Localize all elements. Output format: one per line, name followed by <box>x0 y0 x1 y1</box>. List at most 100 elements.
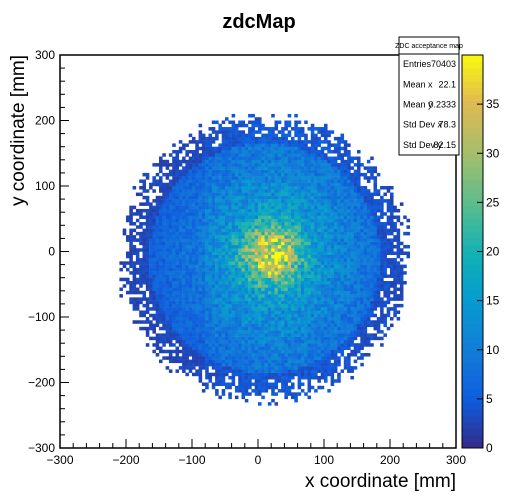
heatmap-cell <box>343 323 348 328</box>
heatmap-cell <box>145 241 150 246</box>
heatmap-cell <box>287 228 292 233</box>
heatmap-cell <box>284 369 288 373</box>
heatmap-cell <box>310 297 315 301</box>
heatmap-cell <box>248 320 252 324</box>
heatmap-cell <box>178 251 183 256</box>
heatmap-cell <box>198 349 203 354</box>
heatmap-cell <box>304 280 308 285</box>
heatmap-cell <box>218 251 222 256</box>
heatmap-cell <box>271 307 275 311</box>
heatmap-cell <box>271 130 275 134</box>
heatmap-cell <box>182 218 186 223</box>
heatmap-cell <box>320 189 325 193</box>
heatmap-cell <box>192 228 196 233</box>
heatmap-cell <box>198 156 203 161</box>
heatmap-cell <box>155 228 160 233</box>
heatmap-cell <box>347 218 351 223</box>
heatmap-cell <box>231 297 236 301</box>
heatmap-cell <box>304 375 308 380</box>
heatmap-cell <box>347 369 351 373</box>
heatmap-cell <box>155 264 160 269</box>
heatmap-cell <box>178 343 183 347</box>
heatmap-cell <box>228 359 232 364</box>
heatmap-cell <box>330 244 335 249</box>
heatmap-cell <box>353 287 358 292</box>
heatmap-cell <box>218 192 222 197</box>
heatmap-cell <box>314 159 318 164</box>
heatmap-cell <box>208 313 213 318</box>
heatmap-cell <box>195 228 199 233</box>
heatmap-cell <box>330 218 335 223</box>
heatmap-cell <box>198 179 203 183</box>
heatmap-cell <box>294 267 298 272</box>
heatmap-cell <box>264 356 269 360</box>
heatmap-cell <box>347 353 351 357</box>
heatmap-cell <box>162 303 166 308</box>
heatmap-cell <box>284 307 288 311</box>
heatmap-cell <box>165 186 170 190</box>
heatmap-cell <box>304 218 308 223</box>
heatmap-cell <box>165 199 170 203</box>
heatmap-cell <box>360 241 364 246</box>
heatmap-cell <box>201 274 206 278</box>
heatmap-cell <box>221 153 226 157</box>
heatmap-cell <box>198 333 203 337</box>
heatmap-cell <box>284 231 288 236</box>
heatmap-cell <box>254 136 259 141</box>
heatmap-cell <box>225 353 229 357</box>
heatmap-cell <box>162 218 166 223</box>
heatmap-cell <box>254 362 259 367</box>
heatmap-cell <box>192 287 196 292</box>
heatmap-cell <box>264 195 269 200</box>
heatmap-cell <box>254 277 259 282</box>
heatmap-cell <box>172 277 176 282</box>
heatmap-cell <box>314 202 318 206</box>
heatmap-cell <box>149 277 153 282</box>
heatmap-cell <box>271 258 275 262</box>
heatmap-cell <box>234 349 239 354</box>
heatmap-cell <box>291 261 295 265</box>
heatmap-cell <box>241 189 246 193</box>
heatmap-cell <box>192 222 196 226</box>
heatmap-cell <box>333 212 338 216</box>
heatmap-cell <box>135 320 140 324</box>
heatmap-cell <box>284 228 288 233</box>
heatmap-cell <box>221 166 226 170</box>
heatmap-cell <box>152 248 156 252</box>
heatmap-cell <box>304 133 308 138</box>
heatmap-cell <box>320 330 325 334</box>
heatmap-cell <box>317 333 321 337</box>
heatmap-cell <box>350 271 354 275</box>
heatmap-cell <box>340 169 345 174</box>
heatmap-cell <box>244 280 249 285</box>
heatmap-cell <box>228 176 232 180</box>
heatmap-cell <box>287 372 292 377</box>
heatmap-cell <box>165 287 170 292</box>
heatmap-cell <box>251 127 255 131</box>
heatmap-cell <box>192 294 196 298</box>
heatmap-cell <box>271 231 275 236</box>
heatmap-cell <box>201 300 206 305</box>
heatmap-cell <box>357 330 361 334</box>
heatmap-cell <box>195 199 199 203</box>
heatmap-cell <box>291 369 295 373</box>
heatmap-cell <box>175 294 180 298</box>
heatmap-cell <box>337 231 341 236</box>
heatmap-cell <box>284 140 288 144</box>
heatmap-cell <box>149 320 153 324</box>
heatmap-cell <box>343 300 348 305</box>
heatmap-cell <box>152 330 156 334</box>
heatmap-cell <box>330 186 335 190</box>
heatmap-cell <box>274 192 279 197</box>
heatmap-cell <box>165 326 170 331</box>
heatmap-cell <box>258 307 262 311</box>
heatmap-cell <box>300 143 305 147</box>
heatmap-cell <box>353 307 358 311</box>
heatmap-cell <box>300 189 305 193</box>
heatmap-cell <box>215 156 219 161</box>
heatmap-cell <box>188 156 193 161</box>
heatmap-cell <box>258 287 262 292</box>
heatmap-cell <box>168 192 173 197</box>
heatmap-cell <box>241 179 246 183</box>
heatmap-cell <box>182 366 186 370</box>
